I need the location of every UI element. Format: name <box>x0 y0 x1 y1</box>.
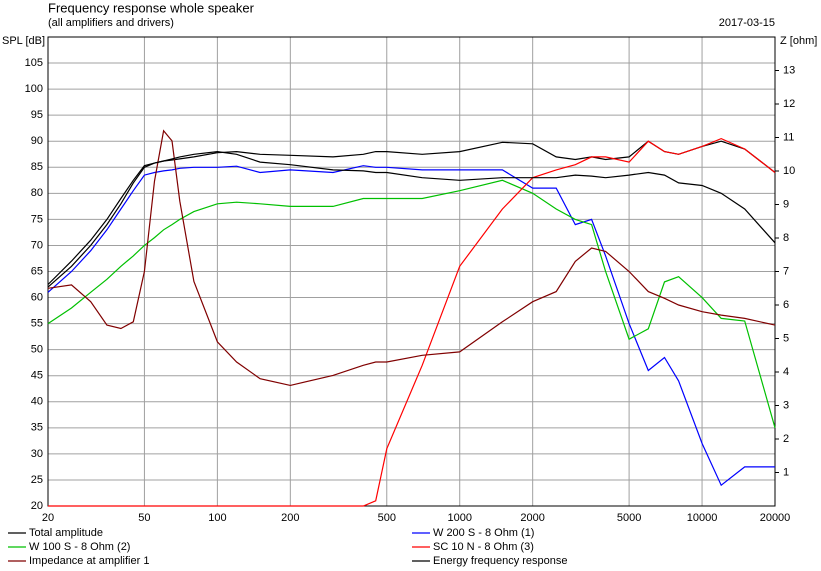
y2-tick-label: 13 <box>783 64 795 76</box>
y-tick-label: 85 <box>31 161 43 173</box>
y-tick-label: 55 <box>31 318 43 330</box>
x-tick-label: 10000 <box>687 512 718 524</box>
series-line <box>47 150 776 285</box>
series-line <box>48 137 776 507</box>
y-tick-label: 25 <box>31 474 43 486</box>
y-axis-label: SPL [dB] <box>2 35 45 47</box>
y-tick-label: 105 <box>25 57 43 69</box>
y2-tick-label: 9 <box>783 198 789 210</box>
y2-tick-label: 12 <box>783 98 795 110</box>
x-tick-label: 200 <box>281 512 299 524</box>
y2-tick-label: 10 <box>783 165 795 177</box>
y-tick-label: 100 <box>25 83 43 95</box>
x-tick-label: 100 <box>208 512 226 524</box>
x-tick-label: 5000 <box>617 512 641 524</box>
y-tick-label: 40 <box>31 396 43 408</box>
legend-label: Energy frequency response <box>433 555 568 567</box>
chart-date: 2017-03-15 <box>719 17 775 29</box>
y-tick-label: 70 <box>31 239 43 251</box>
y-tick-label: 30 <box>31 448 43 460</box>
chart-title: Frequency response whole speaker <box>48 0 255 15</box>
x-tick-label: 500 <box>378 512 396 524</box>
y2-tick-label: 1 <box>783 466 789 478</box>
y2-tick-label: 5 <box>783 332 789 344</box>
y2-tick-label: 8 <box>783 232 789 244</box>
y-tick-label: 35 <box>31 422 43 434</box>
series-line <box>47 165 775 487</box>
y2-tick-label: 6 <box>783 299 789 311</box>
y-tick-label: 75 <box>31 213 43 225</box>
legend-label: Impedance at amplifier 1 <box>29 555 149 567</box>
y2-tick-label: 4 <box>783 366 789 378</box>
y-tick-label: 60 <box>31 291 43 303</box>
series-line <box>47 129 776 387</box>
legend-label: SC 10 N - 8 Ohm (3) <box>433 541 534 553</box>
y-tick-label: 65 <box>31 265 43 277</box>
legend-label: W 100 S - 8 Ohm (2) <box>29 541 130 553</box>
y2-tick-label: 3 <box>783 399 789 411</box>
series-line <box>47 179 776 428</box>
y-tick-label: 80 <box>31 187 43 199</box>
x-tick-label: 2000 <box>520 512 544 524</box>
y-tick-label: 50 <box>31 344 43 356</box>
y-tick-label: 20 <box>31 500 43 512</box>
legend-label: Total amplitude <box>29 527 103 539</box>
y-tick-label: 45 <box>31 370 43 382</box>
y2-tick-label: 2 <box>783 433 789 445</box>
x-tick-label: 1000 <box>447 512 471 524</box>
y2-tick-label: 11 <box>783 131 794 143</box>
y2-axis-label: Z [ohm] <box>780 35 817 47</box>
y-tick-label: 90 <box>31 135 43 147</box>
x-tick-label: 50 <box>138 512 150 524</box>
y2-tick-label: 7 <box>783 265 789 277</box>
chart-subtitle: (all amplifiers and drivers) <box>48 17 174 29</box>
y-tick-label: 95 <box>31 109 43 121</box>
x-tick-label: 20000 <box>760 512 791 524</box>
legend-label: W 200 S - 8 Ohm (1) <box>433 527 534 539</box>
plot-border <box>47 36 776 507</box>
x-tick-label: 20 <box>42 512 54 524</box>
